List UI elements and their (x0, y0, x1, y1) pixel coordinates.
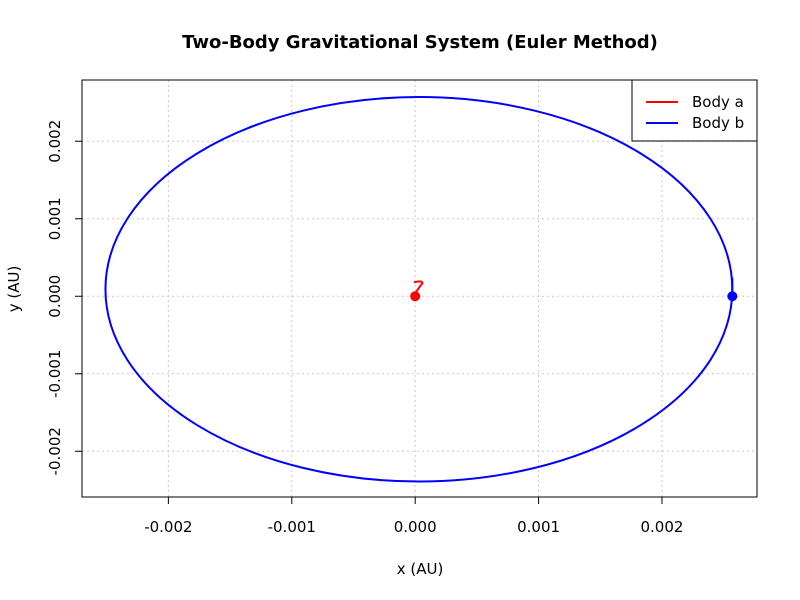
x-axis: -0.002 -0.001 0.000 0.001 0.002 (144, 497, 683, 536)
plot-frame (81, 79, 758, 498)
y-tick-label-0: -0.002 (46, 427, 64, 475)
y-axis: -0.002 -0.001 0.000 0.001 0.002 (46, 120, 82, 475)
series-layer (104, 96, 738, 483)
chart-title: Two-Body Gravitational System (Euler Met… (182, 32, 658, 53)
legend: Body a Body b (631, 79, 758, 142)
x-tick-label-1: -0.001 (268, 518, 316, 536)
legend-label-body-a: Body a (692, 93, 744, 111)
x-tick-label-3: 0.001 (517, 518, 560, 536)
y-axis-label: y (AU) (5, 266, 23, 313)
legend-box (631, 79, 758, 142)
y-tick-label-3: 0.001 (46, 197, 64, 240)
y-tick-label-4: 0.002 (46, 120, 64, 163)
body-a-marker (410, 291, 421, 302)
y-tick-label-1: -0.001 (46, 350, 64, 398)
y-tick-label-2: 0.000 (46, 275, 64, 318)
x-axis-label: x (AU) (397, 560, 444, 578)
x-tick-label-2: 0.000 (394, 518, 437, 536)
legend-label-body-b: Body b (692, 114, 744, 132)
body-b-marker (727, 291, 738, 302)
x-tick-label-0: -0.002 (144, 518, 192, 536)
x-tick-label-4: 0.002 (641, 518, 684, 536)
